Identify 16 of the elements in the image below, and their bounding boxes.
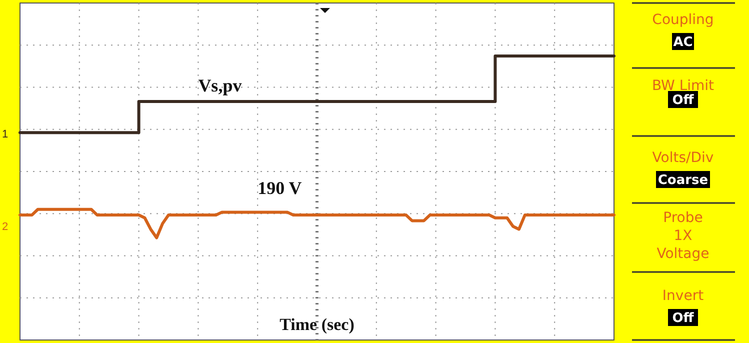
x-axis-title: Time (sec) [280,315,354,334]
text: Coupling [652,12,714,28]
text: Coarse [658,173,708,188]
text: BW Limit [652,78,715,94]
text: Volts/Div [652,150,714,166]
series-label: 1 [2,128,8,141]
annotation: 190 V [258,178,302,198]
text: Invert [662,288,704,304]
text: Off [672,311,694,326]
text: AC [673,35,693,50]
text: 1X [674,228,693,244]
text: Off [672,93,694,108]
text: Probe [663,210,703,226]
annotation: Vs,pv [198,75,242,96]
text: Voltage [656,246,710,262]
series-label: 2 [2,221,8,234]
